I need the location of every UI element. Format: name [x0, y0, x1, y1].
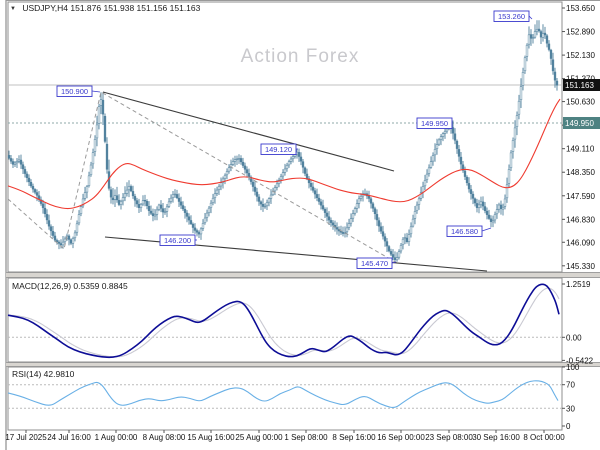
- price-annotation[interactable]: 146.580: [446, 225, 492, 237]
- price-axis-label: 152.130: [566, 51, 595, 60]
- time-axis-label: 8 Aug 08:00: [143, 433, 186, 442]
- rsi-panel[interactable]: [7, 380, 562, 409]
- rsi-axis-label: 30: [566, 404, 575, 413]
- panel-separator-2[interactable]: [6, 362, 600, 367]
- svg-text:149.950: 149.950: [565, 119, 594, 128]
- price-axis-label: 145.330: [566, 262, 595, 271]
- price-axis-label: 146.090: [566, 238, 595, 247]
- dropdown-icon[interactable]: ▼: [10, 6, 16, 12]
- svg-text:146.200: 146.200: [164, 236, 191, 245]
- price-axis-label: 147.590: [566, 192, 595, 201]
- macd-panel-frame: [7, 277, 563, 363]
- time-axis-label: 1 Aug 00:00: [95, 433, 138, 442]
- price-annotation[interactable]: 149.950: [416, 117, 453, 129]
- price-annotation[interactable]: 145.470: [356, 257, 397, 269]
- rsi-panel-title: RSI(14) 42.9810: [12, 369, 75, 379]
- price-annotation[interactable]: 146.200: [159, 234, 197, 246]
- time-axis-label: 17 Jul 2025: [5, 433, 47, 442]
- watermark: Action Forex: [240, 46, 360, 67]
- svg-text:151.163: 151.163: [565, 81, 594, 90]
- rsi-panel-frame: [7, 366, 563, 431]
- price-annotation[interactable]: 149.120: [260, 143, 298, 155]
- macd-panel[interactable]: [7, 283, 562, 359]
- zigzag-line[interactable]: [7, 91, 398, 264]
- svg-text:149.120: 149.120: [265, 145, 292, 154]
- rsi-axis-label: 70: [566, 381, 575, 390]
- rsi-axis-label: 0: [566, 422, 571, 431]
- svg-text:153.260: 153.260: [498, 12, 525, 21]
- main-panel[interactable]: 150.900 149.120 146.200 145.470 149.950 146.5…: [7, 10, 562, 272]
- level-badge: 149.950: [563, 117, 600, 129]
- macd-axis-label: 1.2519: [566, 280, 591, 289]
- time-axis-label: 16 Sep 00:00: [377, 433, 425, 442]
- price-axis[interactable]: 153.650152.890152.130151.370150.630149.8…: [562, 4, 600, 431]
- macd-axis-label: 0.00: [566, 333, 582, 342]
- time-axis-label: 30 Sep 16:00: [472, 433, 520, 442]
- svg-text:145.470: 145.470: [361, 259, 388, 268]
- svg-text:146.580: 146.580: [451, 227, 478, 236]
- symbol-period-label: USDJPY,H4: [22, 3, 68, 13]
- time-axis-label: 23 Sep 08:00: [425, 433, 473, 442]
- time-axis-label: 8 Oct 00:00: [523, 433, 565, 442]
- macd-line: [7, 283, 560, 359]
- upper-trendline[interactable]: [102, 91, 395, 172]
- rsi-axis-label: 100: [566, 363, 580, 372]
- time-axis-label: 15 Aug 16:00: [187, 433, 235, 442]
- time-axis-label: 1 Sep 08:00: [284, 433, 328, 442]
- macd-signal-line: [7, 287, 560, 358]
- price-axis-label: 148.350: [566, 168, 595, 177]
- panel-separator-1[interactable]: [6, 272, 600, 278]
- ma-line: [7, 98, 561, 210]
- svg-text:150.900: 150.900: [61, 87, 88, 96]
- time-axis[interactable]: 17 Jul 2025 24 Jul 16:00 1 Aug 00:00 8 Aug …: [5, 430, 565, 442]
- main-panel-frame: [7, 1, 563, 273]
- time-axis-label: 24 Jul 16:00: [47, 433, 91, 442]
- price-axis-label: 149.110: [566, 145, 595, 154]
- time-axis-label: 25 Aug 00:00: [235, 433, 283, 442]
- current-price-badge: 151.163: [563, 79, 600, 91]
- chart-title-bar[interactable]: ▼ USDJPY,H4 151.876 151.938 151.156 151.…: [10, 3, 200, 13]
- price-axis-label: 146.830: [566, 215, 595, 224]
- price-annotation[interactable]: 153.260: [493, 10, 533, 22]
- price-axis-label: 153.650: [566, 4, 595, 13]
- svg-text:149.950: 149.950: [421, 119, 448, 128]
- price-annotation[interactable]: 150.900: [56, 85, 101, 97]
- rsi-line: [7, 380, 559, 409]
- macd-axis-label: -0.5422: [566, 356, 594, 365]
- price-axis-label: 150.630: [566, 98, 595, 107]
- macd-panel-title: MACD(12,26,9) 0.5359 0.8845: [12, 281, 128, 291]
- ohlc-values: 151.876 151.938 151.156 151.163: [70, 3, 201, 13]
- candlestick-series[interactable]: [7, 20, 559, 262]
- price-axis-label: 152.890: [566, 28, 595, 37]
- time-axis-label: 8 Sep 16:00: [332, 433, 376, 442]
